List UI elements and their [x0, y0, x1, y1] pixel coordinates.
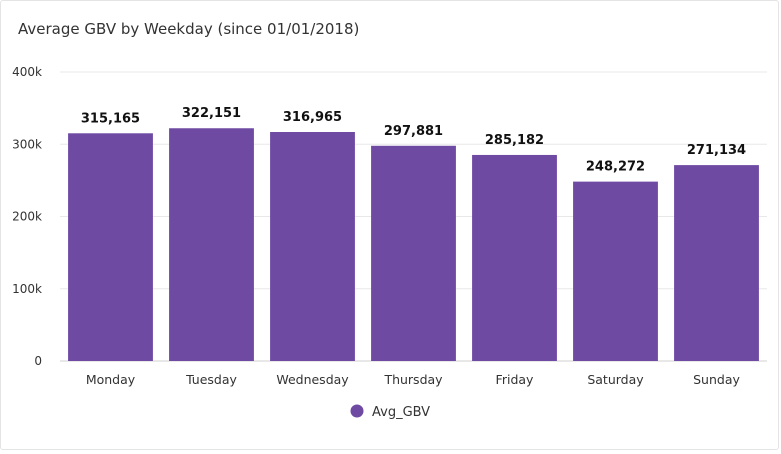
data-label-sunday: 271,134 [687, 143, 746, 158]
x-tick-label-tuesday: Tuesday [185, 372, 237, 387]
x-tick-label-sunday: Sunday [693, 372, 740, 387]
data-label-wednesday: 316,965 [283, 110, 342, 125]
y-tick-label: 0 [34, 354, 42, 368]
data-label-friday: 285,182 [485, 133, 544, 148]
bar-monday[interactable] [68, 133, 153, 361]
data-label-saturday: 248,272 [586, 160, 645, 175]
bar-saturday[interactable] [573, 181, 658, 361]
x-tick-label-wednesday: Wednesday [276, 372, 349, 387]
y-tick-label: 400k [12, 65, 42, 79]
x-tick-label-monday: Monday [86, 372, 136, 387]
y-tick-label: 100k [12, 282, 42, 296]
legend[interactable]: Avg_GBV [350, 404, 431, 421]
data-label-thursday: 297,881 [384, 124, 443, 139]
x-tick-label-thursday: Thursday [383, 372, 443, 387]
bar-thursday[interactable] [371, 145, 456, 361]
data-labels: 315,165 322,151 316,965 297,881 285,182 248,2… [81, 106, 746, 174]
bars [68, 128, 759, 361]
data-label-tuesday: 322,151 [182, 106, 241, 121]
x-axis: Monday Tuesday Wednesday Thursday Friday Satu… [86, 372, 741, 387]
data-label-monday: 315,165 [81, 111, 140, 126]
chart-title: Average GBV by Weekday (since 01/01/2018… [18, 20, 360, 38]
y-tick-label: 300k [12, 137, 42, 151]
legend-label[interactable]: Avg_GBV [372, 405, 430, 420]
legend-marker[interactable] [350, 404, 364, 418]
bar-wednesday[interactable] [270, 131, 355, 361]
bar-sunday[interactable] [674, 165, 759, 361]
bar-tuesday[interactable] [169, 128, 254, 361]
y-tick-label: 200k [12, 210, 42, 224]
x-tick-label-saturday: Saturday [587, 372, 644, 387]
x-tick-label-friday: Friday [496, 372, 534, 387]
bar-friday[interactable] [472, 154, 557, 361]
y-axis: 0 100k 200k 300k 400k [12, 65, 42, 368]
